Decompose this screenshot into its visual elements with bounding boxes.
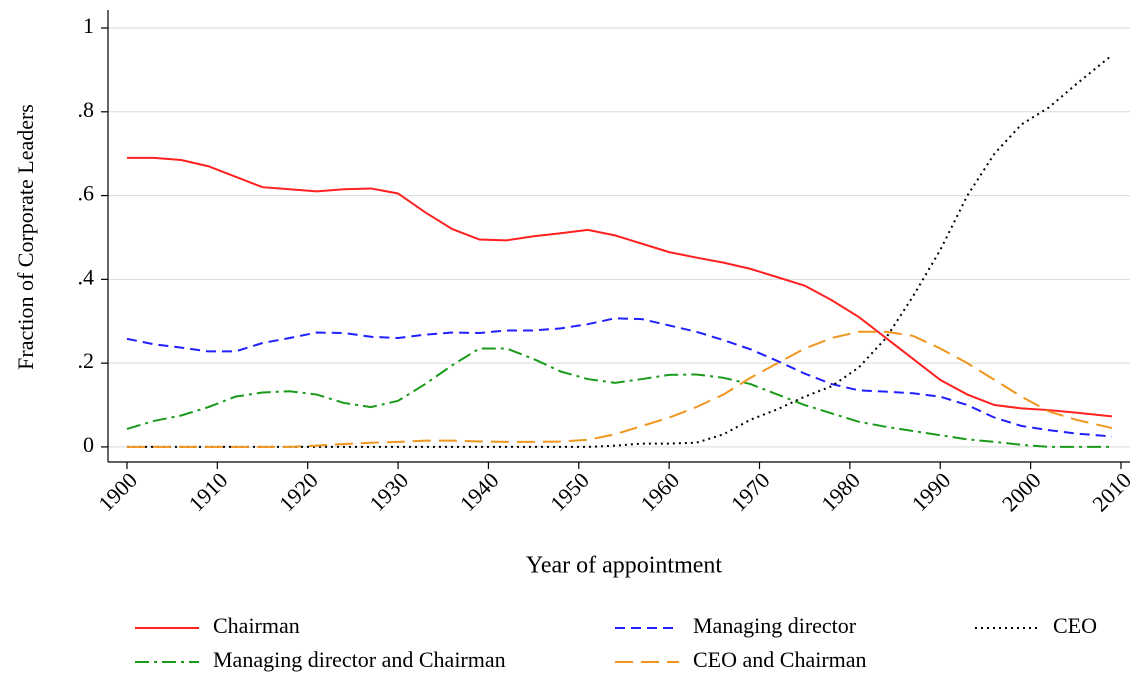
x-tick-label: 1990 — [907, 467, 956, 516]
x-tick-label: 1950 — [545, 467, 594, 516]
legend-label: CEO and Chairman — [693, 647, 867, 672]
y-axis-label: Fraction of Corporate Leaders — [13, 104, 38, 370]
x-tick-label: 2010 — [1087, 467, 1136, 516]
series-line — [126, 330, 1113, 448]
series-line — [126, 347, 1112, 448]
x-tick-label: 1980 — [816, 467, 865, 516]
series-line — [126, 54, 1113, 448]
y-tick-label: 1 — [83, 13, 94, 38]
x-tick-label: 1940 — [455, 467, 504, 516]
legend-label: Managing director — [693, 613, 857, 638]
y-tick-label: .8 — [78, 97, 95, 122]
series-line — [126, 317, 1113, 438]
x-tick-label: 1900 — [93, 467, 142, 516]
series-line — [126, 156, 1113, 418]
x-tick-label: 1930 — [364, 467, 413, 516]
y-tick-label: .4 — [78, 264, 95, 289]
y-tick-label: .2 — [78, 348, 95, 373]
legend-label: Chairman — [213, 613, 300, 638]
x-axis-label: Year of appointment — [526, 553, 723, 579]
x-tick-label: 1910 — [184, 467, 233, 516]
x-tick-label: 2000 — [997, 467, 1046, 516]
x-tick-label: 1970 — [726, 467, 775, 516]
legend-label: CEO — [1053, 613, 1097, 638]
y-tick-label: .6 — [78, 181, 95, 206]
x-tick-label: 1920 — [274, 467, 323, 516]
x-tick-label: 1960 — [635, 467, 684, 516]
legend-label: Managing director and Chairman — [213, 647, 506, 672]
y-tick-label: 0 — [83, 432, 94, 457]
